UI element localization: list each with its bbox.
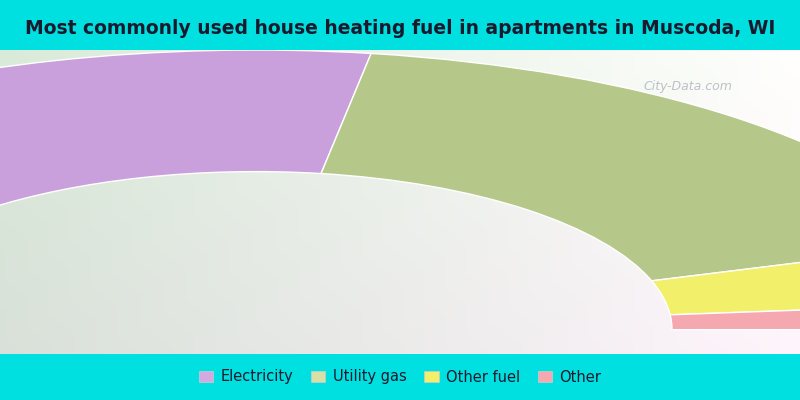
Text: City-Data.com: City-Data.com [643,80,733,93]
Wedge shape [0,50,371,330]
Legend: Electricity, Utility gas, Other fuel, Other: Electricity, Utility gas, Other fuel, Ot… [198,370,602,384]
Wedge shape [670,303,800,330]
Wedge shape [652,243,800,315]
Text: Most commonly used house heating fuel in apartments in Muscoda, WI: Most commonly used house heating fuel in… [25,20,775,38]
Wedge shape [321,54,800,281]
